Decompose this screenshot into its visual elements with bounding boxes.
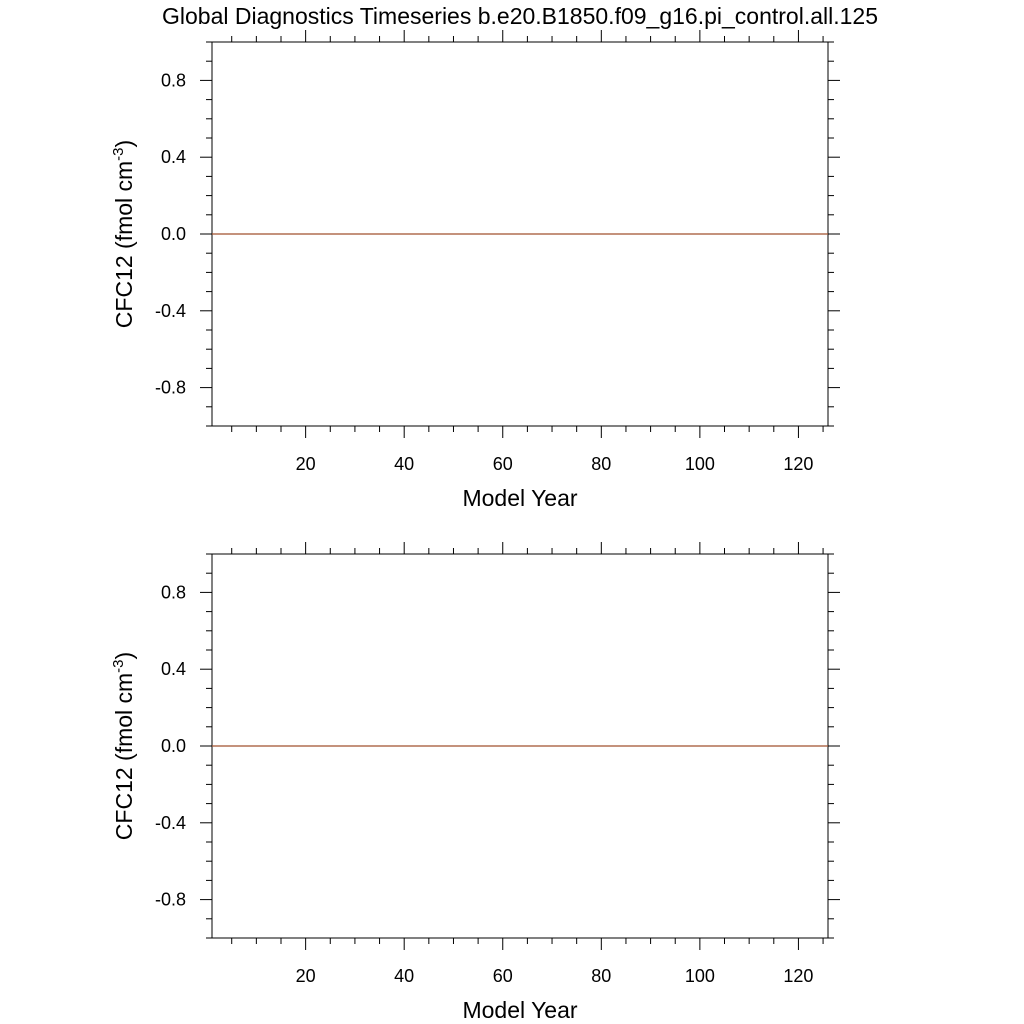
x-tick-label: 80	[591, 454, 611, 474]
y-axis-label-text: CFC12 (fmol cm	[111, 673, 137, 840]
x-tick-label: 40	[394, 966, 414, 986]
x-tick-label: 60	[493, 966, 513, 986]
y-axis-label-suffix: )	[111, 140, 137, 148]
y-tick-label: 0.4	[161, 659, 186, 679]
bottom-panel: 20 40 60 80 100 120 0.8 0.4 0.0 -0.4 -0.8 Model Yea…	[110, 542, 840, 1023]
x-tick-label: 120	[783, 454, 813, 474]
y-axis-label-superscript: -3	[110, 659, 127, 672]
y-tick-label: 0.0	[161, 736, 186, 756]
y-tick-label: 0.8	[161, 70, 186, 90]
chart-title: Global Diagnostics Timeseries b.e20.B185…	[162, 3, 878, 29]
y-axis-label-text: CFC12 (fmol cm	[111, 161, 137, 328]
y-tick-label: -0.4	[155, 301, 186, 321]
x-axis-label: Model Year	[462, 485, 577, 511]
x-tick-label: 20	[296, 966, 316, 986]
top-panel: 20 40 60 80 100 120 0.8 0.4 0.0 -0.4 -0.8 Model Yea…	[110, 30, 840, 511]
y-tick-label: 0.0	[161, 224, 186, 244]
y-axis-label-suffix: )	[111, 652, 137, 660]
x-tick-label: 40	[394, 454, 414, 474]
x-tick-label: 60	[493, 454, 513, 474]
y-tick-label: -0.4	[155, 813, 186, 833]
x-tick-label: 100	[685, 966, 715, 986]
x-tick-label: 20	[296, 454, 316, 474]
y-tick-label: 0.8	[161, 582, 186, 602]
y-axis-label: CFC12 (fmol cm-3)	[110, 140, 137, 328]
y-tick-label: -0.8	[155, 890, 186, 910]
x-tick-label: 100	[685, 454, 715, 474]
y-tick-label: -0.8	[155, 378, 186, 398]
x-tick-label: 120	[783, 966, 813, 986]
x-axis-label: Model Year	[462, 997, 577, 1023]
x-tick-label: 80	[591, 966, 611, 986]
y-tick-label: 0.4	[161, 147, 186, 167]
y-axis-label-superscript: -3	[110, 147, 127, 160]
y-axis-label: CFC12 (fmol cm-3)	[110, 652, 137, 840]
